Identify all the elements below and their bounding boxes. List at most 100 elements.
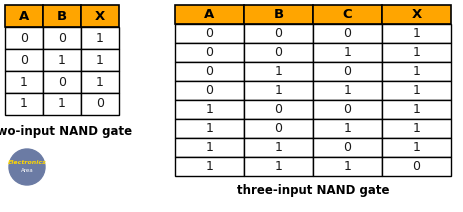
Text: 1: 1	[205, 160, 213, 173]
Text: Area: Area	[20, 169, 33, 173]
Text: 0: 0	[205, 65, 213, 78]
Text: 1: 1	[205, 141, 213, 154]
Text: X: X	[411, 8, 421, 21]
Text: 1: 1	[58, 53, 66, 67]
Bar	[81, 49, 119, 71]
Bar	[175, 5, 244, 24]
Text: X: X	[94, 10, 105, 22]
Bar	[244, 24, 313, 43]
Text: 0: 0	[205, 46, 213, 59]
Bar	[175, 138, 244, 157]
Bar	[244, 138, 313, 157]
Text: C: C	[342, 8, 351, 21]
Text: 0: 0	[412, 160, 419, 173]
Text: 0: 0	[96, 98, 104, 110]
Text: 0: 0	[274, 46, 282, 59]
Text: 0: 0	[274, 122, 282, 135]
Text: 1: 1	[343, 122, 350, 135]
Text: 1: 1	[412, 46, 419, 59]
Bar	[175, 62, 244, 81]
Bar	[244, 43, 313, 62]
Bar	[381, 138, 450, 157]
Text: 0: 0	[58, 75, 66, 88]
Text: 0: 0	[343, 141, 351, 154]
Text: 1: 1	[205, 103, 213, 116]
Text: two-input NAND gate: two-input NAND gate	[0, 125, 132, 138]
Circle shape	[9, 149, 45, 185]
Text: 1: 1	[412, 122, 419, 135]
Text: 1: 1	[205, 122, 213, 135]
Bar	[313, 81, 381, 100]
Bar	[5, 71, 43, 93]
Bar	[313, 138, 381, 157]
Text: B: B	[273, 8, 283, 21]
Bar	[175, 24, 244, 43]
Text: 1: 1	[96, 53, 104, 67]
Text: 1: 1	[343, 84, 350, 97]
Bar	[175, 157, 244, 176]
Bar	[381, 24, 450, 43]
Bar	[5, 93, 43, 115]
Text: 0: 0	[274, 27, 282, 40]
Bar	[244, 81, 313, 100]
Bar	[81, 5, 119, 27]
Text: 0: 0	[205, 84, 213, 97]
Text: A: A	[19, 10, 29, 22]
Bar	[244, 100, 313, 119]
Bar	[313, 100, 381, 119]
Text: 0: 0	[20, 32, 28, 45]
Text: 1: 1	[20, 75, 28, 88]
Text: 0: 0	[274, 103, 282, 116]
Bar	[43, 49, 81, 71]
Bar	[43, 27, 81, 49]
Bar	[313, 24, 381, 43]
Bar	[244, 5, 313, 24]
Text: 1: 1	[274, 84, 282, 97]
Text: 0: 0	[343, 27, 351, 40]
Bar	[81, 27, 119, 49]
Bar	[81, 93, 119, 115]
Bar	[5, 5, 43, 27]
Bar	[313, 5, 381, 24]
Text: Electronics: Electronics	[7, 159, 46, 165]
Bar	[175, 81, 244, 100]
Text: 1: 1	[20, 98, 28, 110]
Bar	[313, 119, 381, 138]
Bar	[175, 43, 244, 62]
Text: 0: 0	[343, 103, 351, 116]
Text: 0: 0	[58, 32, 66, 45]
Bar	[313, 157, 381, 176]
Text: 1: 1	[96, 75, 104, 88]
Bar	[381, 62, 450, 81]
Bar	[5, 27, 43, 49]
Text: 1: 1	[343, 160, 350, 173]
Text: 1: 1	[343, 46, 350, 59]
Bar	[381, 119, 450, 138]
Bar	[43, 71, 81, 93]
Text: 0: 0	[343, 65, 351, 78]
Text: 1: 1	[274, 141, 282, 154]
Bar	[313, 43, 381, 62]
Text: 1: 1	[96, 32, 104, 45]
Text: 1: 1	[58, 98, 66, 110]
Text: B: B	[57, 10, 67, 22]
Bar	[175, 119, 244, 138]
Text: 1: 1	[274, 65, 282, 78]
Text: 1: 1	[412, 65, 419, 78]
Text: 1: 1	[274, 160, 282, 173]
Bar	[244, 119, 313, 138]
Text: 1: 1	[412, 141, 419, 154]
Bar	[244, 157, 313, 176]
Bar	[43, 93, 81, 115]
Bar	[175, 100, 244, 119]
Text: 1: 1	[412, 103, 419, 116]
Bar	[381, 100, 450, 119]
Bar	[381, 157, 450, 176]
Text: 1: 1	[412, 84, 419, 97]
Text: three-input NAND gate: three-input NAND gate	[236, 184, 388, 197]
Bar	[5, 49, 43, 71]
Bar	[43, 5, 81, 27]
Text: 0: 0	[205, 27, 213, 40]
Bar	[381, 43, 450, 62]
Bar	[244, 62, 313, 81]
